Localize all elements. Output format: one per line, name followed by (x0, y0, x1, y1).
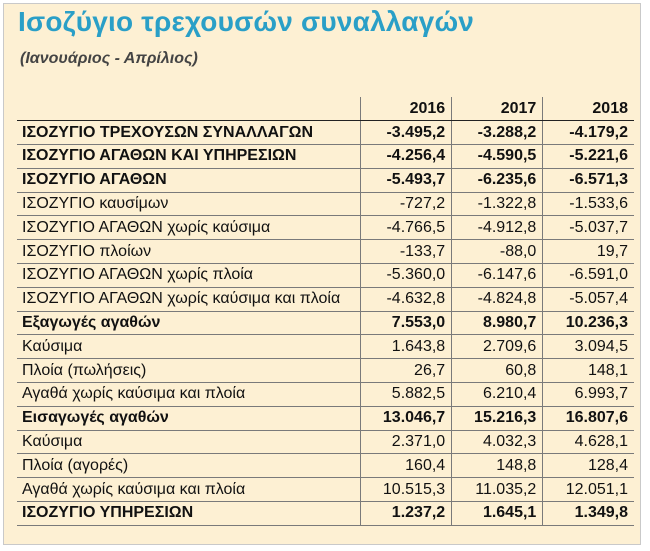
value-cell: -6.235,6 (451, 168, 544, 193)
row-label: ΙΣΟΖΥΓΙΟ ΑΓΑΘΩΝ χωρίς πλοία (17, 263, 362, 288)
value-cell: -1.533,6 (542, 192, 634, 217)
header-year-2018: 2018 (542, 97, 634, 122)
value-cell: 10.236,3 (542, 311, 634, 336)
table-row: Εισαγωγές αγαθών 13.046,7 15.216,3 16.807,6 (17, 406, 634, 431)
table-row: ΙΣΟΖΥΓΙΟ ΑΓΑΘΩΝ χωρίς καύσιμα και πλοία -… (17, 287, 634, 312)
row-label: Καύσιμα (17, 430, 362, 455)
value-cell: -4.766,5 (360, 215, 453, 241)
table-row: Καύσιμα 1.643,8 2.709,6 3.094,5 (17, 334, 634, 360)
header-year-2017: 2017 (451, 97, 544, 122)
value-cell: -5.360,0 (360, 263, 453, 288)
value-cell: 2.371,0 (360, 430, 453, 455)
table-row: ΙΣΟΖΥΓΙΟ ΑΓΑΘΩΝ ΚΑΙ ΥΠΗΡΕΣΙΩΝ -4.256,4 -4.… (17, 144, 634, 169)
table-row: ΙΣΟΖΥΓΙΟ ΑΓΑΘΩΝ -5.493,7 -6.235,6 -6.571,3 (17, 168, 634, 193)
value-cell: 11.035,2 (451, 477, 544, 503)
value-cell: 16.807,6 (542, 406, 634, 431)
row-label: Αγαθά χωρίς καύσιμα και πλοία (17, 477, 362, 503)
row-label: ΙΣΟΖΥΓΙΟ ΑΓΑΘΩΝ χωρίς καύσιμα και πλοία (17, 287, 362, 312)
value-cell: 6.993,7 (542, 382, 634, 407)
table-row: Πλοία (πωλήσεις) 26,7 60,8 148,1 (17, 358, 634, 384)
page-subtitle: (Ιανουάριος - Απρίλιος) (20, 50, 198, 67)
table-row: ΙΣΟΖΥΓΙΟ ΤΡΕΧΟΥΣΩΝ ΣΥΝΑΛΛΑΓΩΝ -3.495,2 -3.… (17, 120, 634, 146)
table-row: ΙΣΟΖΥΓΙΟ ΥΠΗΡΕΣΙΩΝ 1.237,2 1.645,1 1.349,8 (17, 501, 634, 526)
value-cell: -3.495,2 (360, 120, 453, 146)
row-label: ΙΣΟΖΥΓΙΟ ΑΓΑΘΩΝ ΚΑΙ ΥΠΗΡΕΣΙΩΝ (17, 144, 362, 169)
value-cell: 26,7 (360, 358, 453, 384)
value-cell: -4.912,8 (451, 215, 544, 241)
balance-table: 2016 2017 2018 ΙΣΟΖΥΓΙΟ ΤΡΕΧΟΥΣΩΝ ΣΥΝΑΛΛ… (17, 97, 634, 526)
value-cell: 3.094,5 (542, 334, 634, 360)
value-cell: 4.628,1 (542, 430, 634, 455)
value-cell: 8.980,7 (451, 311, 544, 336)
table-row: ΙΣΟΖΥΓΙΟ ΑΓΑΘΩΝ χωρίς πλοία -5.360,0 -6.14… (17, 263, 634, 288)
infographic-panel: Ισοζύγιο τρεχουσών συναλλαγών (Ιανουάριο… (3, 3, 641, 545)
table-row: Εξαγωγές αγαθών 7.553,0 8.980,7 10.236,3 (17, 311, 634, 336)
value-cell: 2.709,6 (451, 334, 544, 360)
header-label-column (17, 97, 362, 122)
row-label: ΙΣΟΖΥΓΙΟ ΑΓΑΘΩΝ (17, 168, 362, 193)
row-label: ΙΣΟΖΥΓΙΟ ΤΡΕΧΟΥΣΩΝ ΣΥΝΑΛΛΑΓΩΝ (17, 120, 362, 146)
value-cell: 160,4 (360, 453, 453, 479)
table-row: Πλοία (αγορές) 160,4 148,8 128,4 (17, 453, 634, 479)
row-label: Εισαγωγές αγαθών (17, 406, 362, 431)
value-cell: 1.237,2 (360, 501, 453, 526)
value-cell: 12.051,1 (542, 477, 634, 503)
table-body: ΙΣΟΖΥΓΙΟ ΤΡΕΧΟΥΣΩΝ ΣΥΝΑΛΛΑΓΩΝ -3.495,2 -3.… (17, 120, 634, 526)
value-cell: -4.256,4 (360, 144, 453, 169)
row-label: ΙΣΟΖΥΓΙΟ πλοίων (17, 239, 362, 265)
value-cell: -3.288,2 (451, 120, 544, 146)
value-cell: -6.571,3 (542, 168, 634, 193)
value-cell: -88,0 (451, 239, 544, 265)
value-cell: -4.590,5 (451, 144, 544, 169)
row-label: Πλοία (πωλήσεις) (17, 358, 362, 384)
value-cell: 10.515,3 (360, 477, 453, 503)
row-label: Πλοία (αγορές) (17, 453, 362, 479)
row-label: Εξαγωγές αγαθών (17, 311, 362, 336)
value-cell: -5.493,7 (360, 168, 453, 193)
value-cell: 7.553,0 (360, 311, 453, 336)
value-cell: -4.632,8 (360, 287, 453, 312)
table-row: ΙΣΟΖΥΓΙΟ πλοίων -133,7 -88,0 19,7 (17, 239, 634, 265)
value-cell: 6.210,4 (451, 382, 544, 407)
row-label: ΙΣΟΖΥΓΙΟ ΑΓΑΘΩΝ χωρίς καύσιμα (17, 215, 362, 241)
value-cell: 148,8 (451, 453, 544, 479)
value-cell: 1.349,8 (542, 501, 634, 526)
value-cell: -4.824,8 (451, 287, 544, 312)
value-cell: -727,2 (360, 192, 453, 217)
table-row: Αγαθά χωρίς καύσιμα και πλοία 10.515,3 11.… (17, 477, 634, 503)
value-cell: 1.645,1 (451, 501, 544, 526)
table-header-row: 2016 2017 2018 (17, 97, 634, 122)
table-row: Καύσιμα 2.371,0 4.032,3 4.628,1 (17, 430, 634, 455)
value-cell: 1.643,8 (360, 334, 453, 360)
value-cell: -133,7 (360, 239, 453, 265)
row-label: ΙΣΟΖΥΓΙΟ καυσίμων (17, 192, 362, 217)
value-cell: 148,1 (542, 358, 634, 384)
value-cell: 60,8 (451, 358, 544, 384)
value-cell: 128,4 (542, 453, 634, 479)
value-cell: 13.046,7 (360, 406, 453, 431)
row-label: Αγαθά χωρίς καύσιμα και πλοία (17, 382, 362, 407)
value-cell: -6.147,6 (451, 263, 544, 288)
table-row: ΙΣΟΖΥΓΙΟ καυσίμων -727,2 -1.322,8 -1.533,6 (17, 192, 634, 217)
value-cell: 5.882,5 (360, 382, 453, 407)
header-year-2016: 2016 (360, 97, 453, 122)
page-title: Ισοζύγιο τρεχουσών συναλλαγών (18, 6, 475, 37)
row-label: Καύσιμα (17, 334, 362, 360)
value-cell: -5.221,6 (542, 144, 634, 169)
value-cell: -5.057,4 (542, 287, 634, 312)
value-cell: -6.591,0 (542, 263, 634, 288)
value-cell: 4.032,3 (451, 430, 544, 455)
value-cell: -5.037,7 (542, 215, 634, 241)
value-cell: 19,7 (542, 239, 634, 265)
table-row: ΙΣΟΖΥΓΙΟ ΑΓΑΘΩΝ χωρίς καύσιμα -4.766,5 -4.… (17, 215, 634, 241)
table-row: Αγαθά χωρίς καύσιμα και πλοία 5.882,5 6.21… (17, 382, 634, 407)
value-cell: 15.216,3 (451, 406, 544, 431)
value-cell: -4.179,2 (542, 120, 634, 146)
value-cell: -1.322,8 (451, 192, 544, 217)
row-label: ΙΣΟΖΥΓΙΟ ΥΠΗΡΕΣΙΩΝ (17, 501, 362, 526)
